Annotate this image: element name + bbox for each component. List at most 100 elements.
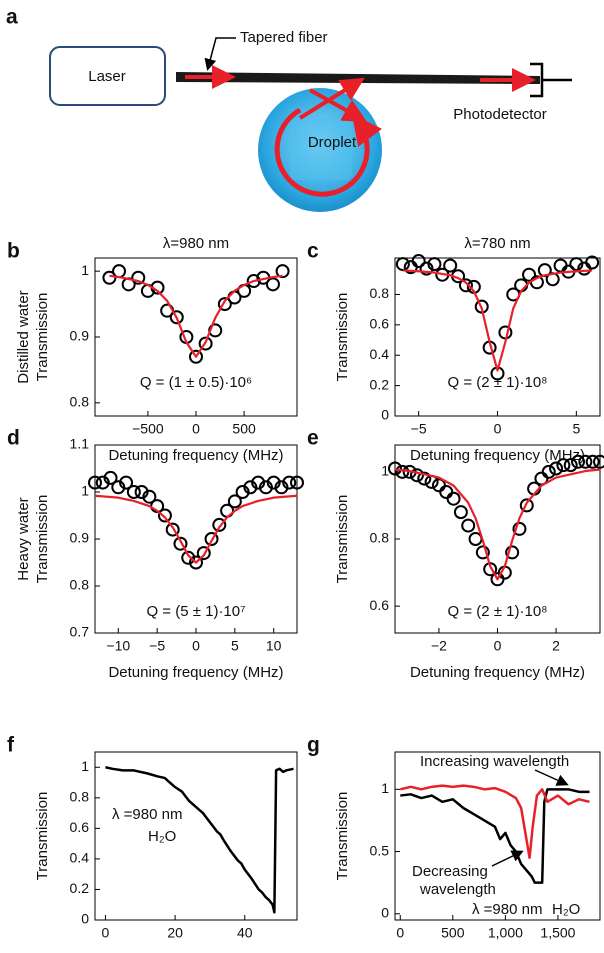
data-line — [394, 468, 601, 581]
data-point — [541, 464, 556, 479]
x-tick-label: 500 — [232, 421, 256, 437]
data-point — [556, 458, 571, 473]
x-tick-label: 10 — [266, 638, 282, 654]
y-axis-label: Heavy water — [15, 497, 32, 580]
data-point — [446, 491, 461, 506]
data-point — [569, 257, 584, 272]
y-tick-label: 0.2 — [70, 880, 90, 896]
x-axis-label: Detuning frequency (MHz) — [108, 447, 283, 464]
data-point — [395, 257, 410, 272]
annotation: wavelength — [419, 881, 496, 898]
annotation: Q = (1 ± 0.5)·10⁶ — [140, 374, 252, 391]
y-tick-label: 0.8 — [70, 577, 90, 593]
setup-diagram: a Laser Droplet Photodetector Tapered fi… — [6, 6, 572, 212]
data-point — [126, 485, 141, 499]
x-tick-label: 0 — [396, 925, 404, 941]
data-point — [157, 508, 172, 523]
fiber-label: Tapered fiber — [240, 29, 328, 46]
chart-title: λ=980 nm — [163, 235, 229, 252]
data-point — [417, 471, 432, 486]
data-point — [227, 494, 242, 509]
data-line — [400, 788, 590, 884]
y-axis-label: Transmission — [334, 293, 351, 382]
data-point — [419, 261, 434, 276]
data-point — [593, 454, 604, 469]
chart-panel: c λ=780 nm 0 0.2 0.4 0.6 0.8 −5 0 5 Detuning frequ… — [307, 235, 601, 464]
y-axis-label: Transmission — [34, 293, 51, 382]
x-tick-label: −10 — [106, 638, 130, 654]
annotation: Q = (2 ± 1)·10⁸ — [447, 603, 547, 620]
data-point — [585, 454, 600, 469]
data-point — [131, 270, 146, 285]
x-tick-label: 20 — [167, 925, 183, 941]
light-arrow — [309, 88, 367, 122]
data-line — [402, 269, 593, 372]
y-tick-label: 0 — [381, 407, 389, 423]
chart-panel: f 0 0.2 0.4 0.6 0.8 1 0 20 40 Detuning frequency (… — [7, 734, 298, 953]
x-tick-label: −5 — [411, 421, 427, 437]
data-point — [453, 505, 468, 520]
y-tick-label: 0.6 — [370, 597, 390, 613]
panel-letter: g — [307, 734, 320, 757]
y-tick-label: 1 — [81, 758, 89, 774]
data-line — [94, 494, 298, 564]
data-point — [505, 545, 520, 560]
laser-label: Laser — [88, 68, 126, 85]
data-point — [443, 258, 458, 273]
data-point — [173, 536, 188, 551]
y-tick-label: 0 — [381, 904, 389, 920]
y-tick-label: 0.6 — [70, 819, 90, 835]
annotation: λ =980 nm — [472, 901, 542, 918]
x-tick-label: 2 — [552, 638, 560, 654]
data-point — [102, 270, 117, 285]
panel-letter: d — [7, 427, 20, 450]
y-tick-label: 0.2 — [370, 376, 390, 392]
circulation-arrow — [274, 107, 383, 197]
data-point — [468, 532, 483, 546]
data-line — [109, 274, 283, 358]
data-point — [411, 254, 426, 269]
droplet-label: Droplet — [308, 134, 357, 151]
chart-panel: d 0.7 0.8 0.9 1 1.1 −10 −5 0 5 10 Detuning frequenc… — [7, 427, 304, 681]
data-point — [439, 485, 454, 499]
chart-panel: b λ=980 nm 0.8 0.9 1 −500 0 500 Detuning frequen… — [7, 235, 298, 464]
light-arrow — [298, 77, 365, 120]
y-tick-label: 1 — [381, 780, 389, 796]
detector-label: Photodetector — [453, 106, 546, 123]
y-axis-label: Transmission — [34, 495, 51, 584]
y-tick-label: 1 — [81, 483, 89, 499]
data-point — [571, 454, 586, 469]
y-tick-label: 0.4 — [370, 346, 390, 362]
x-axis-label: Detuning frequency (MHz) — [410, 447, 585, 464]
chart-panel: e 0.6 0.8 1 −2 0 2 Detuning frequency (MHz) Tran… — [307, 427, 604, 681]
data-point — [519, 498, 534, 513]
data-point — [563, 458, 578, 473]
panel-letter: a — [6, 6, 18, 29]
y-tick-label: 1.1 — [70, 436, 90, 452]
x-axis-label: Detuning frequency (MHz) — [108, 664, 283, 681]
x-tick-label: 500 — [441, 925, 465, 941]
data-line — [105, 766, 294, 914]
y-tick-label: 0.7 — [70, 624, 90, 640]
y-axis-label: Distilled water — [15, 290, 32, 383]
x-axis-label: Detuning frequency (GHz) — [109, 951, 283, 953]
y-tick-label: 0.4 — [70, 850, 90, 866]
data-point — [165, 522, 180, 537]
data-point — [512, 521, 527, 536]
x-tick-label: 5 — [231, 638, 239, 654]
plot-frame — [394, 751, 601, 921]
data-point — [119, 475, 134, 490]
data-line — [399, 784, 590, 860]
data-point — [275, 264, 290, 279]
data-point — [282, 475, 297, 490]
droplet-core — [290, 118, 352, 180]
data-point — [112, 264, 127, 279]
x-tick-label: 0 — [102, 925, 110, 941]
annotation: Decreasing — [412, 863, 488, 880]
data-point — [461, 518, 476, 533]
y-tick-label: 0.8 — [370, 530, 390, 546]
data-point — [265, 277, 280, 292]
data-point — [189, 555, 203, 570]
data-point — [475, 545, 490, 560]
data-point — [522, 267, 537, 282]
